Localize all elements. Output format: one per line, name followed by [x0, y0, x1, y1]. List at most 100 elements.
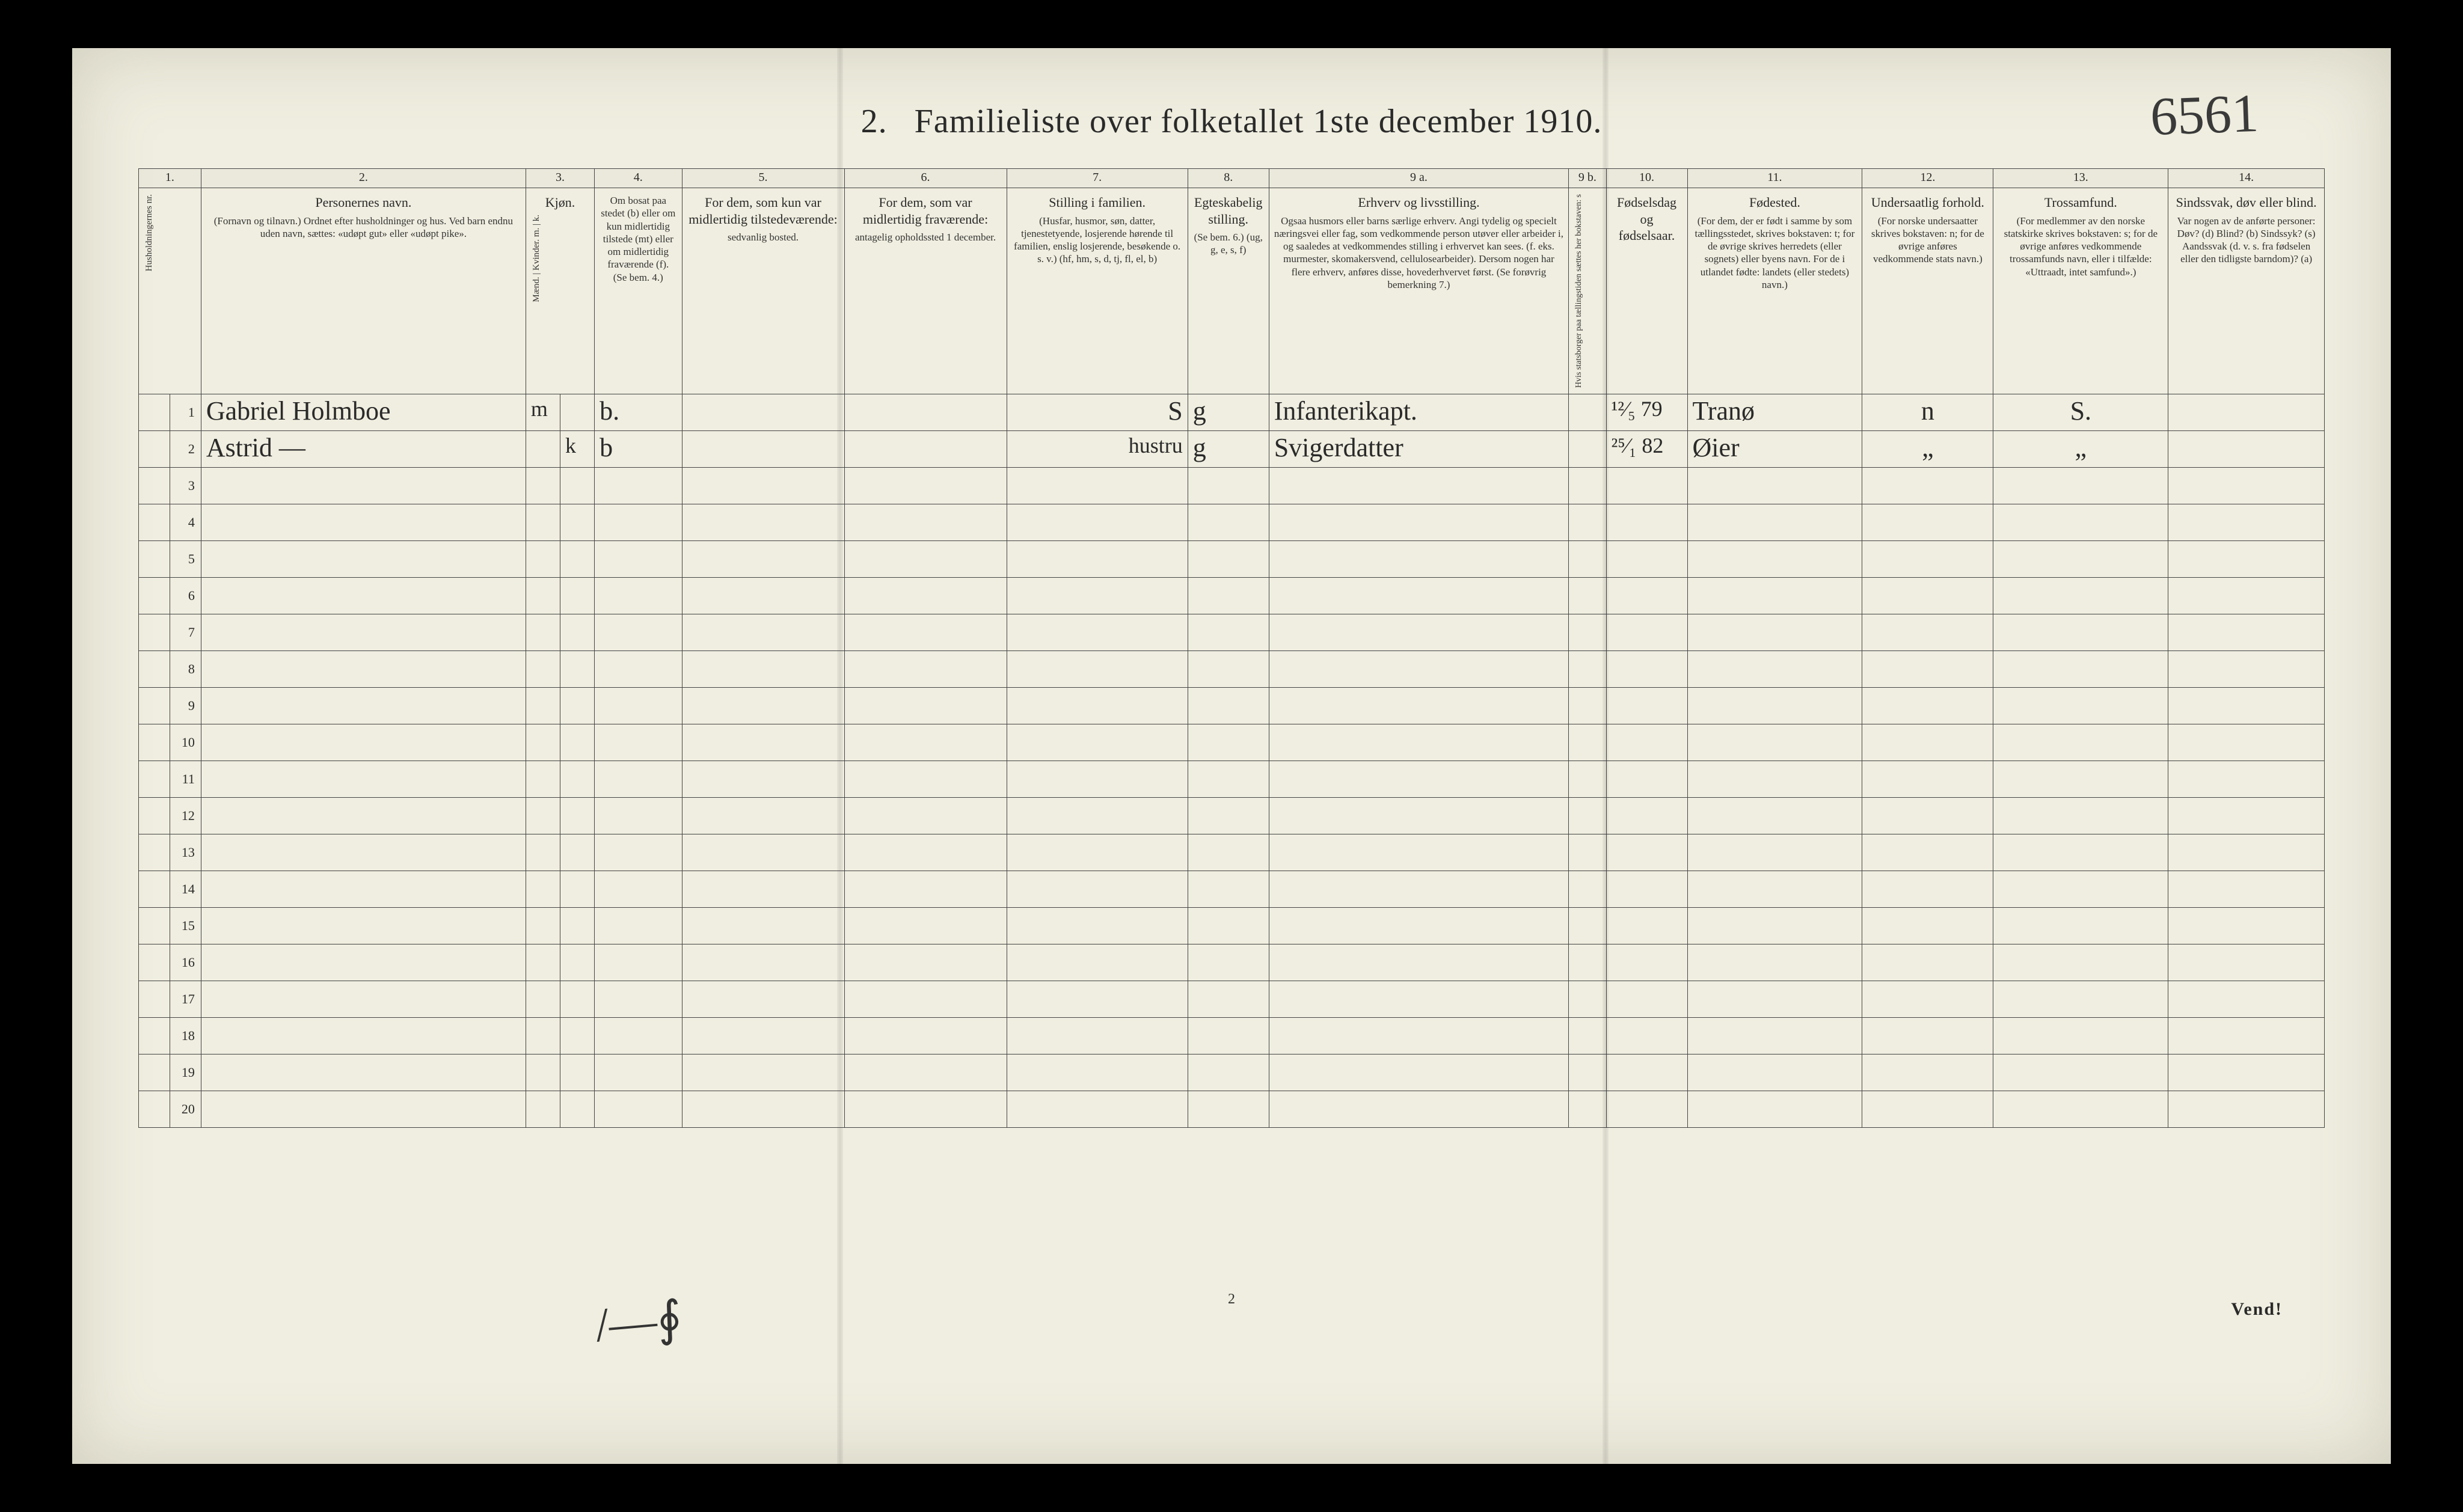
header-13: Trossamfund. (For medlemmer av den norsk…	[1993, 188, 2168, 394]
header-11: Fødested. (For dem, der er født i samme …	[1687, 188, 1862, 394]
cell-fsted: Tranø	[1687, 394, 1862, 431]
header-5: For dem, som kun var midlertidig tilsted…	[682, 188, 844, 394]
cell-9b	[1569, 394, 1606, 431]
table-row: 10	[139, 724, 2325, 761]
header-6: For dem, som var midlertidig fraværende:…	[844, 188, 1007, 394]
cell-egt: g	[1188, 394, 1269, 431]
colnum-7: 7.	[1007, 169, 1188, 188]
header-8: Egteskabelig stilling. (Se bem. 6.) (ug,…	[1188, 188, 1269, 394]
cell-fdato: ¹²⁄₅ 79	[1606, 394, 1687, 431]
table-row: 5	[139, 541, 2325, 578]
cell-6	[844, 394, 1007, 431]
header-9a: Erhverv og livsstilling. Ogsaa husmors e…	[1269, 188, 1569, 394]
table-body: 1 Gabriel Holmboe m b. S g Infanterikapt…	[139, 394, 2325, 1128]
colnum-11: 11.	[1687, 169, 1862, 188]
person-num: 5	[170, 541, 201, 578]
cell-stilling: S	[1007, 394, 1188, 431]
person-num: 12	[170, 798, 201, 834]
header-14: Sindssvak, døv eller blind. Var nogen av…	[2168, 188, 2325, 394]
person-num: 18	[170, 1018, 201, 1054]
person-num: 6	[170, 578, 201, 614]
header-9b: Hvis statsborger paa tællingstiden sætte…	[1569, 188, 1606, 394]
footer-vend: Vend!	[2231, 1299, 2283, 1320]
cell-tros: „	[1993, 431, 2168, 468]
cell-tros: S.	[1993, 394, 2168, 431]
colnum-9b: 9 b.	[1569, 169, 1606, 188]
colnum-1: 1.	[139, 169, 201, 188]
cell-erhverv: Svigerdatter	[1269, 431, 1569, 468]
household-num	[139, 431, 170, 468]
cell-bosat: b	[595, 431, 682, 468]
cell-5	[682, 431, 844, 468]
header-1: Husholdningernes nr.	[139, 188, 201, 394]
column-header-row: Husholdningernes nr. Personernes navn. (…	[139, 188, 2325, 394]
cell-9b	[1569, 431, 1606, 468]
table-row: 15	[139, 908, 2325, 944]
table-row: 8	[139, 651, 2325, 688]
cell-sex-m	[526, 431, 560, 468]
cell-name: Astrid —	[201, 431, 526, 468]
person-num: 11	[170, 761, 201, 798]
person-num: 15	[170, 908, 201, 944]
cell-14	[2168, 431, 2325, 468]
table-row: 3	[139, 468, 2325, 504]
cell-14	[2168, 394, 2325, 431]
colnum-3: 3.	[526, 169, 594, 188]
person-num: 19	[170, 1054, 201, 1091]
cell-5	[682, 394, 844, 431]
person-num: 8	[170, 651, 201, 688]
footer-page-number: 2	[1228, 1291, 1235, 1308]
table-row: 18	[139, 1018, 2325, 1054]
header-4: Om bosat paa stedet (b) eller om kun mid…	[595, 188, 682, 394]
colnum-10: 10.	[1606, 169, 1687, 188]
person-num: 9	[170, 688, 201, 724]
cell-fsted: Øier	[1687, 431, 1862, 468]
person-num: 7	[170, 614, 201, 651]
table-row: 2 Astrid — k b hustru g Svigerdatter ²⁵⁄…	[139, 431, 2325, 468]
table-row: 16	[139, 944, 2325, 981]
header-2: Personernes navn. (Fornavn og tilnavn.) …	[201, 188, 526, 394]
person-num: 4	[170, 504, 201, 541]
colnum-8: 8.	[1188, 169, 1269, 188]
person-num: 10	[170, 724, 201, 761]
table-row: 9	[139, 688, 2325, 724]
cell-stilling: hustru	[1007, 431, 1188, 468]
header-12: Undersaatlig forhold. (For norske unders…	[1862, 188, 1993, 394]
table-row: 11	[139, 761, 2325, 798]
household-num	[139, 394, 170, 431]
title-text: Familieliste over folketallet 1ste decem…	[915, 103, 1603, 140]
table-row: 17	[139, 981, 2325, 1018]
person-num: 2	[170, 431, 201, 468]
cell-name: Gabriel Holmboe	[201, 394, 526, 431]
colnum-2: 2.	[201, 169, 526, 188]
table-row: 12	[139, 798, 2325, 834]
table-row: 1 Gabriel Holmboe m b. S g Infanterikapt…	[139, 394, 2325, 431]
header-3: Kjøn. Mænd. | Kvinder. m. | k.	[526, 188, 594, 394]
table-row: 19	[139, 1054, 2325, 1091]
table-row: 14	[139, 871, 2325, 908]
cell-sex-k: k	[560, 431, 595, 468]
colnum-9a: 9 a.	[1269, 169, 1569, 188]
document-page: 2. Familieliste over folketallet 1ste de…	[72, 48, 2391, 1464]
cell-fdato: ²⁵⁄₁ 82	[1606, 431, 1687, 468]
page-title: 2. Familieliste over folketallet 1ste de…	[72, 102, 2391, 141]
person-num: 1	[170, 394, 201, 431]
table-row: 6	[139, 578, 2325, 614]
colnum-13: 13.	[1993, 169, 2168, 188]
cell-erhverv: Infanterikapt.	[1269, 394, 1569, 431]
person-num: 17	[170, 981, 201, 1018]
person-num: 13	[170, 834, 201, 871]
table-row: 4	[139, 504, 2325, 541]
bottom-scribble: /—∮	[593, 1290, 684, 1353]
colnum-12: 12.	[1862, 169, 1993, 188]
cell-egt: g	[1188, 431, 1269, 468]
cell-under: „	[1862, 431, 1993, 468]
census-table-wrap: 1. 2. 3. 4. 5. 6. 7. 8. 9 a. 9 b. 10. 11…	[138, 168, 2325, 1128]
person-num: 20	[170, 1091, 201, 1128]
title-number: 2.	[861, 103, 888, 140]
cell-sex-k	[560, 394, 595, 431]
census-table: 1. 2. 3. 4. 5. 6. 7. 8. 9 a. 9 b. 10. 11…	[138, 168, 2325, 1128]
colnum-6: 6.	[844, 169, 1007, 188]
table-row: 13	[139, 834, 2325, 871]
person-num: 3	[170, 468, 201, 504]
